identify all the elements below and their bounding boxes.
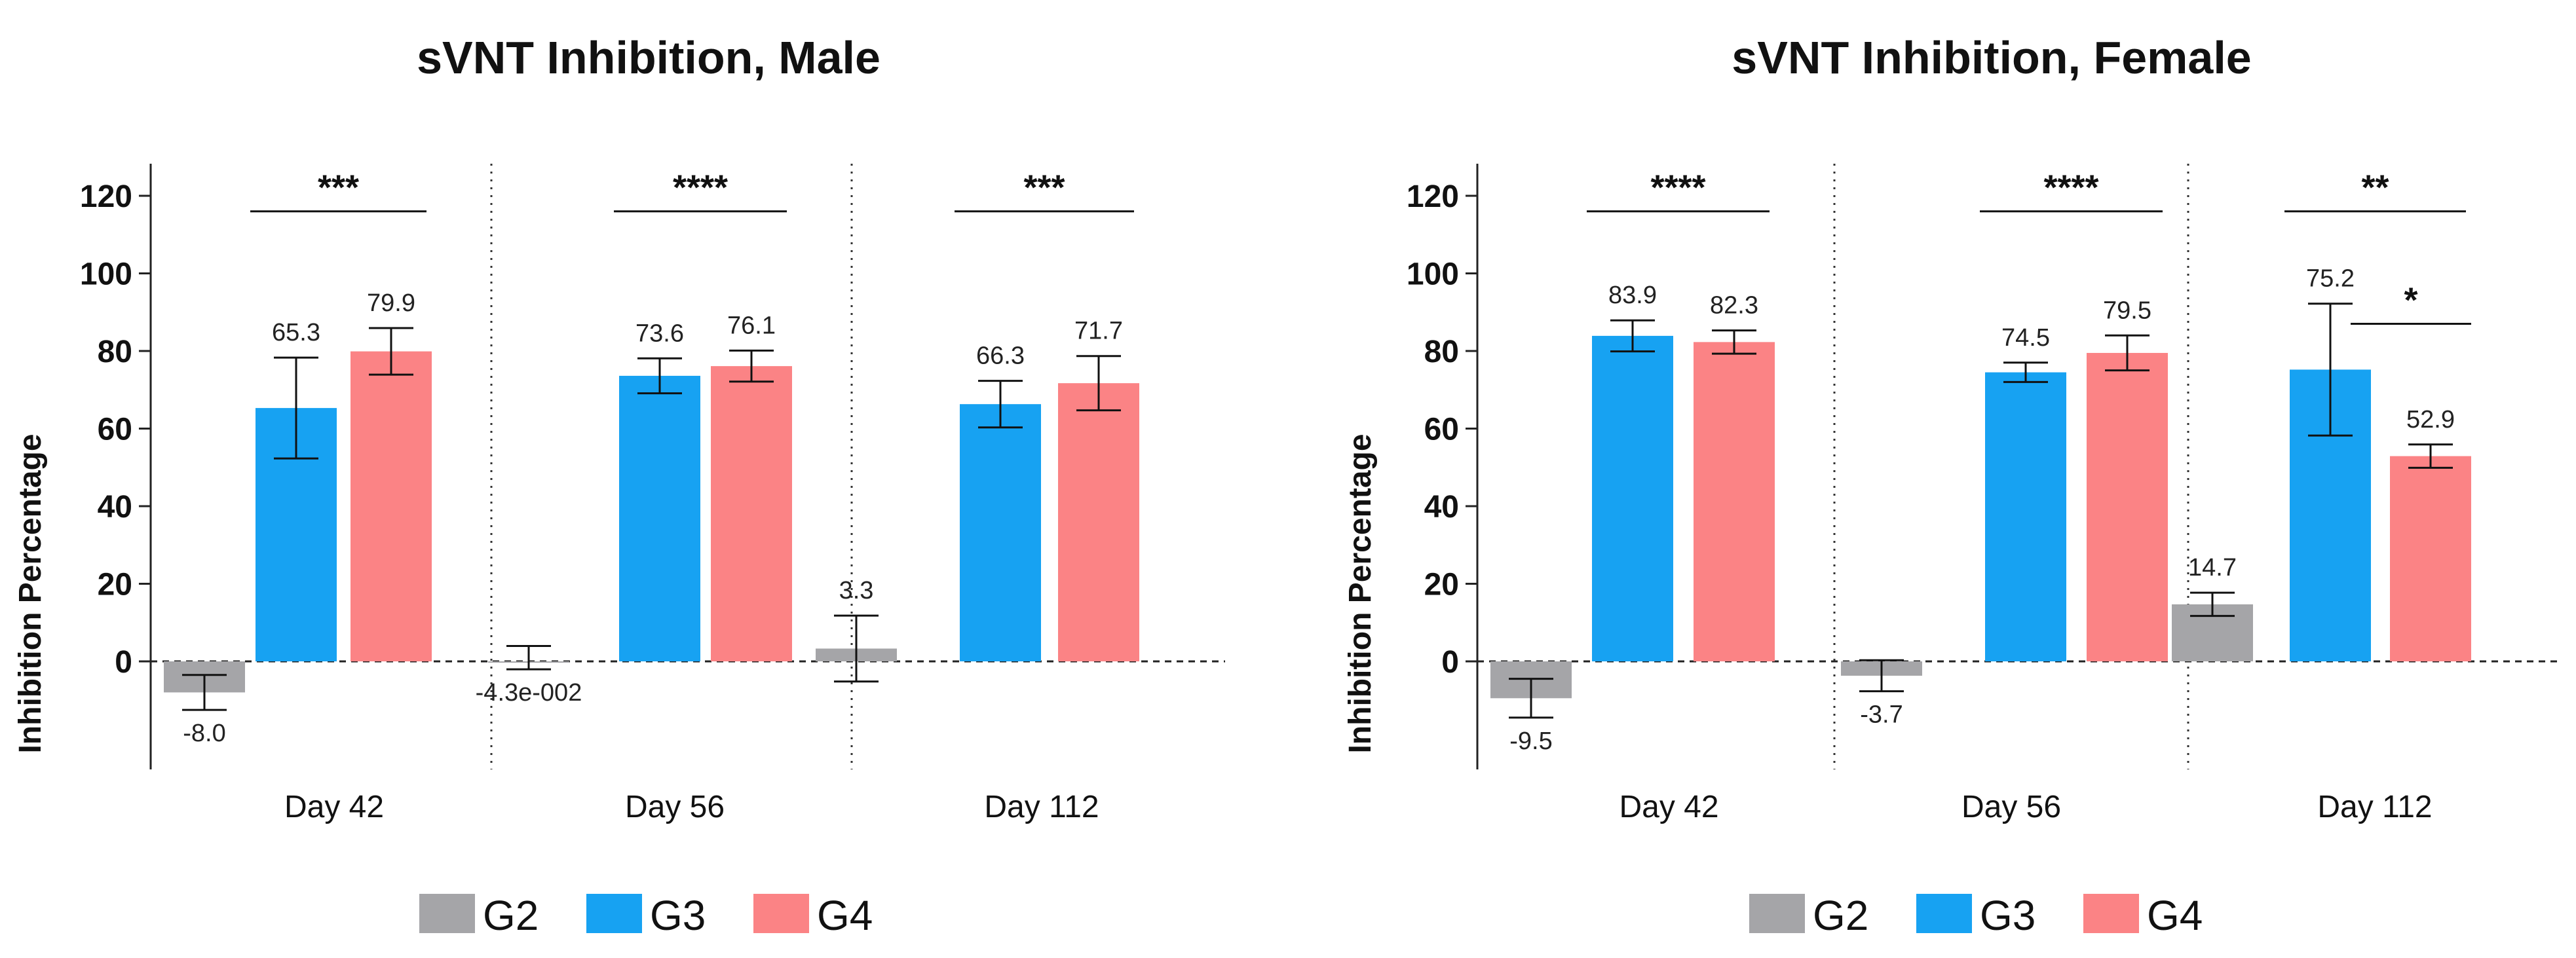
significance-stars: ****: [673, 168, 728, 208]
legend-swatch-g2: [1749, 894, 1805, 933]
legend-label: G3: [650, 892, 706, 939]
legend-swatch-g4: [2083, 894, 2139, 933]
data-label: -4.3e-002: [476, 679, 582, 707]
data-label: 71.7: [1074, 318, 1123, 345]
legend-label: G3: [1980, 892, 2036, 939]
y-axis-label: Inhibition Percentage: [1343, 433, 1378, 753]
legend-swatch-g4: [753, 894, 809, 933]
y-tick-label: 80: [1424, 335, 1459, 369]
y-tick-label: 20: [98, 568, 132, 602]
chart-title: sVNT Inhibition, Male: [417, 32, 881, 83]
y-tick-label: 100: [1407, 257, 1459, 292]
legend-swatch-g2: [419, 894, 475, 933]
bar-g3: [1592, 335, 1673, 661]
significance-stars: **: [2361, 168, 2389, 208]
data-label: 82.3: [1710, 292, 1758, 320]
data-label: 14.7: [2188, 554, 2237, 581]
significance-stars: ****: [1650, 168, 1705, 208]
data-label: 66.3: [976, 342, 1025, 370]
data-label: -9.5: [1509, 728, 1552, 755]
significance-stars: *: [2404, 281, 2417, 320]
y-tick-label: 60: [98, 413, 132, 447]
bar-g4: [350, 351, 432, 661]
data-label: -8.0: [183, 720, 225, 747]
chart-panel-male: sVNT Inhibition, Male Inhibition Percenta…: [13, 32, 1225, 939]
legend-swatch-g3: [1916, 894, 1972, 933]
y-tick-label: 40: [98, 490, 132, 525]
legend-label: G2: [1813, 892, 1868, 939]
y-tick-label: 120: [80, 179, 132, 214]
y-tick-label: 0: [115, 645, 132, 680]
bar-g4: [711, 366, 792, 661]
y-tick-label: 0: [1441, 645, 1459, 680]
y-tick-label: 120: [1407, 179, 1459, 214]
x-category-label: Day 112: [984, 790, 1099, 824]
data-label: 79.9: [367, 289, 415, 317]
y-tick-label: 40: [1424, 490, 1459, 525]
x-category-label: Day 112: [2317, 790, 2432, 824]
data-label: -3.7: [1860, 701, 1903, 729]
legend: G2 G3 G4: [1749, 892, 2203, 939]
data-label: 65.3: [272, 319, 320, 346]
data-label: 75.2: [2306, 265, 2355, 293]
chart-panel-female: sVNT Inhibition, Female Inhibition Percen…: [1343, 32, 2562, 939]
data-label: 79.5: [2103, 297, 2151, 324]
y-tick-label: 100: [80, 257, 132, 292]
data-label: 76.1: [727, 312, 776, 339]
legend: G2 G3 G4: [419, 892, 873, 939]
y-axis-label: Inhibition Percentage: [13, 433, 48, 753]
legend-label: G4: [2147, 892, 2203, 939]
data-label: 3.3: [839, 577, 874, 604]
significance-stars: ****: [2043, 168, 2098, 208]
data-label: 73.6: [635, 320, 684, 347]
bar-g3: [1985, 372, 2066, 661]
data-label: 52.9: [2406, 406, 2455, 433]
bar-g4: [2390, 456, 2471, 661]
y-tick-label: 80: [98, 335, 132, 369]
legend-swatch-g3: [586, 894, 642, 933]
legend-label: G2: [483, 892, 539, 939]
chart-title: sVNT Inhibition, Female: [1732, 32, 2251, 83]
data-label: 74.5: [2001, 324, 2050, 352]
x-category-label: Day 56: [1961, 790, 2061, 824]
x-category-label: Day 56: [625, 790, 725, 824]
legend-label: G4: [817, 892, 873, 939]
x-category-label: Day 42: [284, 790, 384, 824]
bar-g4: [1694, 342, 1775, 661]
x-category-label: Day 42: [1619, 790, 1718, 824]
y-tick-label: 20: [1424, 568, 1459, 602]
data-label: 83.9: [1608, 282, 1657, 309]
significance-stars: ***: [318, 168, 359, 208]
bar-g3: [619, 375, 700, 661]
bar-g3: [960, 404, 1041, 661]
y-tick-label: 60: [1424, 413, 1459, 447]
bar-g4: [2087, 352, 2168, 661]
significance-stars: ***: [1023, 168, 1065, 208]
bar-g4: [1058, 383, 1139, 661]
